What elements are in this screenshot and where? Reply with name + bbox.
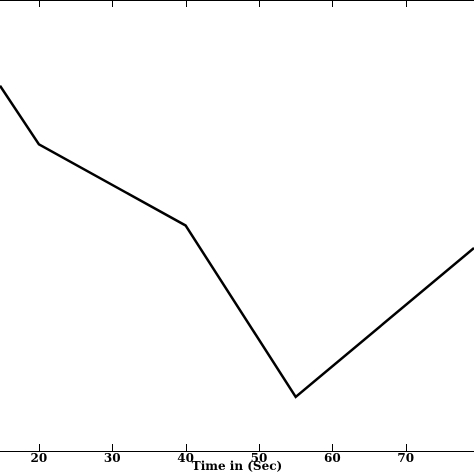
x-ticks: 20 30 40 50 60 70	[31, 0, 414, 465]
x-tick-label: 50	[251, 451, 268, 465]
axes	[0, 0, 474, 452]
series-group	[0, 85, 474, 399]
x-tick-label: 40	[177, 451, 194, 465]
x-tick-label: 30	[104, 451, 121, 465]
x-tick-label: 70	[397, 451, 414, 465]
x-tick-label: 60	[324, 451, 341, 465]
x-tick-label: 20	[31, 451, 48, 465]
series-line	[0, 85, 474, 399]
x-axis-title: Time in (Sec)	[192, 459, 282, 473]
